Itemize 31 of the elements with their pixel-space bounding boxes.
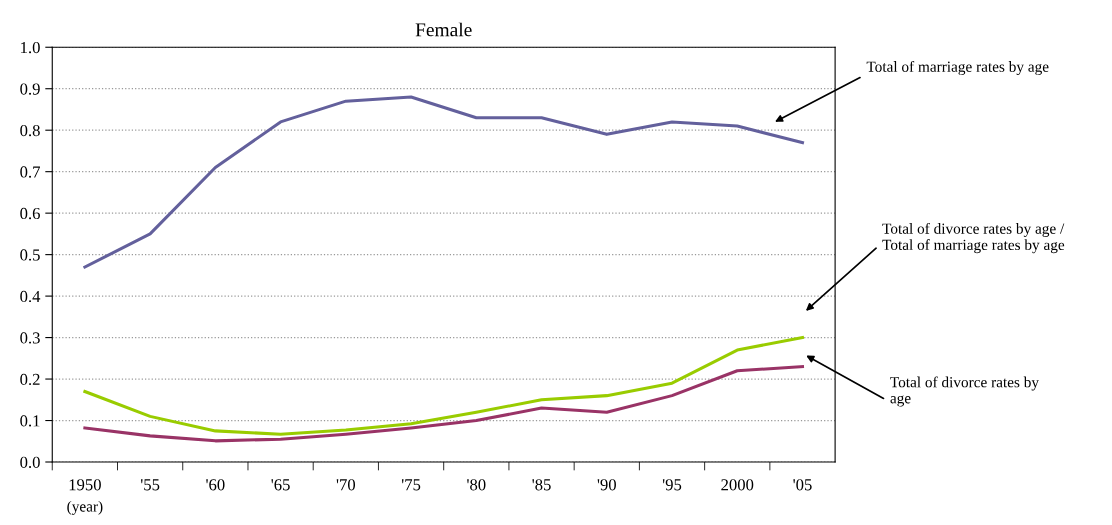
y-tick-label: 0.0	[20, 456, 40, 469]
y-tick-label: 0.8	[20, 124, 40, 137]
x-tick-label: 2000	[721, 479, 754, 491]
y-tick-label: 0.5	[20, 249, 40, 261]
text: Total of marriage rates by age	[866, 60, 1049, 76]
y-tick-label: 0.3	[20, 332, 40, 344]
y-tick-label: 0.2	[20, 373, 40, 386]
text: Total of divorce rates by age	[890, 376, 1039, 407]
x-tick-label: 1950	[69, 479, 101, 491]
y-tick-label: 0.9	[20, 83, 40, 95]
text: (year)	[67, 500, 103, 515]
x-tick-label: '60	[206, 479, 225, 491]
y-tick-label: 0.4	[20, 290, 41, 303]
x-tick-label: '90	[597, 479, 616, 491]
line-series	[83, 365, 805, 443]
x-tick-label: '05	[793, 479, 812, 491]
y-tick-label: 0.1	[20, 415, 40, 427]
line-series	[83, 95, 805, 269]
x-tick-label: '70	[336, 479, 356, 491]
line-series	[83, 336, 805, 436]
y-tick-label: 1.0	[21, 41, 40, 54]
x-tick-label: '65	[271, 479, 290, 491]
chart-title: Female	[415, 22, 472, 37]
text: Total of divorce rates by age / Total of marriage rates by age	[882, 222, 1065, 254]
x-tick-label: '80	[467, 479, 486, 491]
x-tick-label: '75	[401, 479, 421, 491]
x-tick-label: '85	[532, 479, 551, 491]
x-tick-label: '95	[662, 479, 682, 491]
x-tick-label: '55	[140, 479, 160, 491]
y-tick-label: 0.6	[20, 207, 40, 220]
y-tick-label: 0.7	[20, 166, 40, 178]
